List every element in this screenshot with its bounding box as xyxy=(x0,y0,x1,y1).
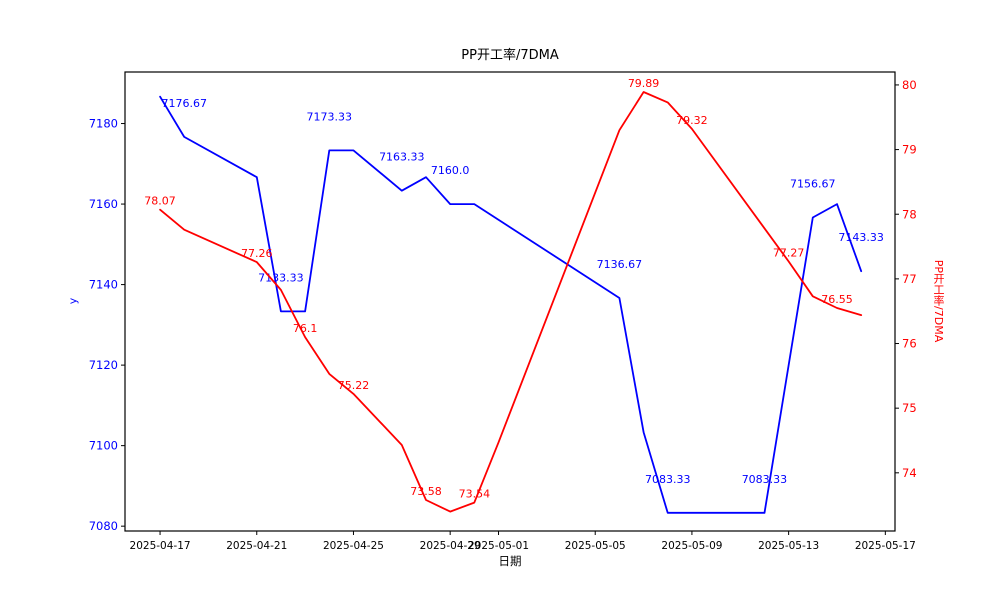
y-tick-label-right: 75 xyxy=(902,401,917,415)
y-tick-label-right: 78 xyxy=(902,207,917,221)
data-label: 7163.33 xyxy=(379,151,425,164)
x-tick-label: 2025-05-17 xyxy=(855,540,916,552)
y-tick-label-right: 74 xyxy=(902,466,917,480)
data-label: 7156.67 xyxy=(790,177,836,190)
plot-frame xyxy=(124,71,896,532)
data-label: 73.58 xyxy=(410,485,442,498)
x-tick-label: 2025-05-05 xyxy=(565,540,626,552)
data-label: 7160.0 xyxy=(431,164,470,177)
data-label: 7083.33 xyxy=(742,473,788,486)
y-tick-label-right: 77 xyxy=(902,272,917,286)
y-tick-label-right: 80 xyxy=(902,78,917,92)
series-line-1 xyxy=(159,91,863,513)
x-axis-label: 日期 xyxy=(498,554,522,568)
data-label: 76.55 xyxy=(821,293,853,306)
data-label: 75.22 xyxy=(338,379,370,392)
y-tick-label-right: 79 xyxy=(902,143,917,157)
y-axis-label-left: y xyxy=(66,297,80,305)
data-label: 78.07 xyxy=(144,195,176,208)
data-label: 7143.33 xyxy=(838,231,884,244)
data-label: 73.54 xyxy=(459,488,491,501)
data-label: 77.27 xyxy=(773,246,805,259)
x-tick-label: 2025-04-17 xyxy=(130,540,191,552)
data-label: 79.32 xyxy=(676,114,708,127)
chart-title: PP开工率/7DMA xyxy=(461,48,559,63)
y-tick-label-left: 7180 xyxy=(89,117,118,131)
x-tick-label: 2025-05-13 xyxy=(758,540,819,552)
data-label: 7133.33 xyxy=(258,271,304,284)
data-label: 7173.33 xyxy=(307,110,353,123)
y-tick-label-left: 7080 xyxy=(89,519,118,533)
data-label: 76.1 xyxy=(293,322,318,335)
y-tick-label-right: 76 xyxy=(902,337,917,351)
series-line-0 xyxy=(159,95,863,514)
data-label: 79.89 xyxy=(628,77,660,90)
y-tick-label-left: 7100 xyxy=(89,439,118,453)
data-label: 7176.67 xyxy=(161,97,207,110)
y-tick-label-left: 7120 xyxy=(89,358,118,372)
y-axis-label-right: PP开工率/7DMA xyxy=(932,259,945,343)
x-tick-label: 2025-04-25 xyxy=(323,540,384,552)
data-label: 7083.33 xyxy=(645,473,691,486)
y-tick-label-left: 7140 xyxy=(89,278,118,292)
y-tick-label-left: 7160 xyxy=(89,197,118,211)
x-tick-label: 2025-05-01 xyxy=(468,540,529,552)
x-tick-label: 2025-04-21 xyxy=(226,540,287,552)
x-tick-label: 2025-05-09 xyxy=(661,540,722,552)
data-label: 77.26 xyxy=(241,247,273,260)
x-tick-label: 2025-04-29 xyxy=(420,540,481,552)
data-label: 7136.67 xyxy=(597,258,643,271)
